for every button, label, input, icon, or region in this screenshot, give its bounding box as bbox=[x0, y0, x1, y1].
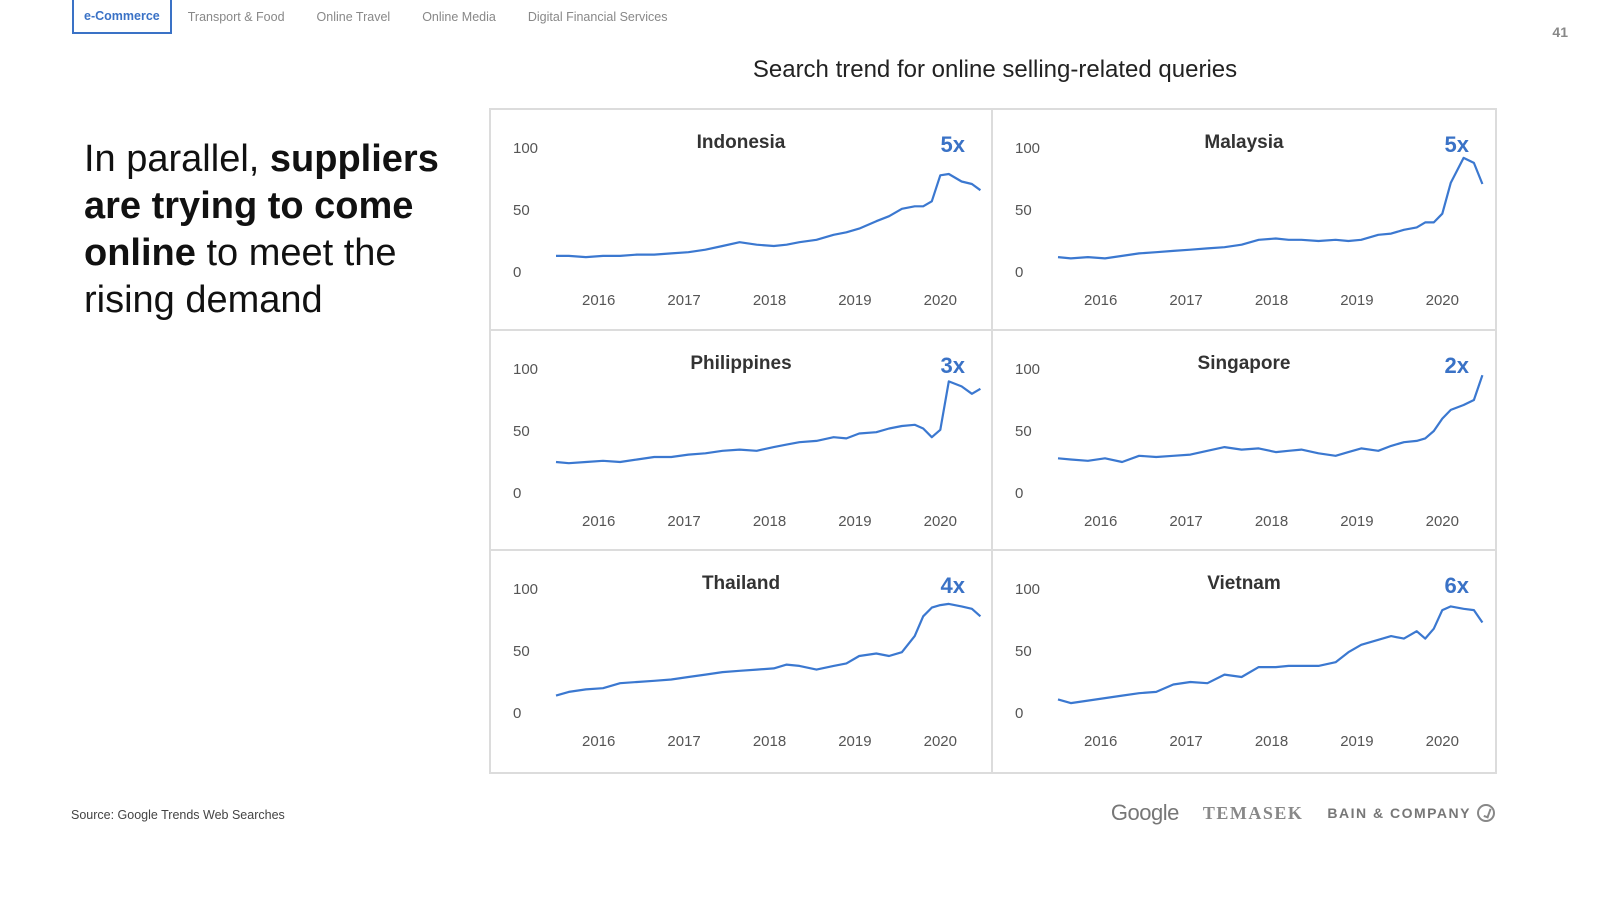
x-tick-label: 2016 bbox=[1084, 513, 1117, 530]
y-tick-label: 0 bbox=[513, 705, 521, 722]
headline: In parallel, suppliers are trying to com… bbox=[84, 136, 484, 324]
series-line-malaysia bbox=[1057, 156, 1484, 260]
y-tick-label: 0 bbox=[1015, 264, 1023, 281]
x-tick-label: 2018 bbox=[753, 733, 786, 750]
y-tick-label: 50 bbox=[513, 423, 530, 440]
panel-title: Philippines bbox=[690, 352, 792, 374]
line-chart: 0 50 100 2016 2017 2018 2019 2020 bbox=[1015, 140, 1484, 309]
chart-panel-vietnam: Vietnam 6x 0 50 100 2016 2017 2018 2019 2020 bbox=[993, 551, 1495, 772]
x-tick-label: 2019 bbox=[1340, 733, 1373, 750]
x-tick-label: 2020 bbox=[1426, 292, 1459, 309]
y-tick-label: 100 bbox=[513, 581, 538, 598]
y-tick-label: 50 bbox=[1015, 423, 1032, 440]
chart-panel-thailand: Thailand 4x 0 50 100 2016 2017 2018 2019 2020 bbox=[491, 551, 993, 772]
bain-mark-icon bbox=[1477, 804, 1495, 822]
tab-bar: e-Commerce Transport & Food Online Travel O… bbox=[72, 0, 684, 34]
x-tick-label: 2017 bbox=[667, 733, 700, 750]
y-tick-label: 50 bbox=[513, 643, 530, 660]
y-tick-label: 100 bbox=[1015, 140, 1040, 157]
google-logo: Google bbox=[1110, 800, 1179, 825]
y-tick-label: 100 bbox=[1015, 581, 1040, 598]
chart-title: Search trend for online selling-related … bbox=[752, 56, 1238, 83]
y-tick-label: 50 bbox=[513, 202, 530, 219]
x-tick-label: 2018 bbox=[753, 513, 786, 530]
temasek-logo: TEMASEK bbox=[1202, 802, 1304, 823]
panel-title: Indonesia bbox=[696, 132, 786, 153]
x-tick-label: 2017 bbox=[667, 513, 700, 530]
tab-online-media[interactable]: Online Media bbox=[422, 10, 496, 24]
x-tick-label: 2016 bbox=[582, 513, 615, 530]
headline-text-1: In parallel, bbox=[84, 138, 270, 180]
panel-title: Malaysia bbox=[1204, 132, 1284, 153]
x-tick-label: 2019 bbox=[838, 292, 871, 309]
x-tick-label: 2017 bbox=[1169, 513, 1202, 530]
y-tick-label: 0 bbox=[513, 264, 521, 281]
chart-grid: Indonesia 5x 0 50 100 2016 2017 2018 2019 2020 Mal… bbox=[489, 108, 1497, 774]
y-tick-label: 0 bbox=[1015, 705, 1023, 722]
x-tick-label: 2018 bbox=[753, 292, 786, 309]
logo-bar: Google TEMASEK BAIN & COMPANY bbox=[1111, 800, 1495, 826]
x-tick-label: 2020 bbox=[1426, 513, 1459, 530]
bain-logo: BAIN & COMPANY bbox=[1327, 804, 1495, 822]
chart-panel-philippines: Philippines 3x 0 50 100 2016 2017 2018 2019 2020 bbox=[491, 330, 993, 552]
line-chart: 0 50 100 2016 2017 2018 2019 2020 bbox=[513, 581, 982, 750]
x-tick-label: 2020 bbox=[924, 292, 957, 309]
tab-e-commerce[interactable]: e-Commerce bbox=[72, 0, 172, 34]
x-tick-label: 2016 bbox=[1084, 292, 1117, 309]
x-tick-label: 2020 bbox=[924, 513, 957, 530]
x-tick-label: 2017 bbox=[667, 292, 700, 309]
page-number: 41 bbox=[1552, 24, 1568, 40]
headline-bold: suppliers are trying to come online bbox=[84, 138, 439, 274]
x-tick-label: 2020 bbox=[924, 733, 957, 750]
series-line-singapore bbox=[1057, 374, 1484, 463]
y-tick-label: 0 bbox=[513, 485, 521, 502]
x-tick-label: 2018 bbox=[1255, 733, 1288, 750]
x-tick-label: 2019 bbox=[1340, 292, 1373, 309]
series-line-indonesia bbox=[556, 172, 982, 259]
source-note: Source: Google Trends Web Searches bbox=[71, 808, 285, 822]
x-tick-label: 2016 bbox=[1084, 733, 1117, 750]
x-tick-label: 2016 bbox=[582, 292, 615, 309]
line-chart: 0 50 100 2016 2017 2018 2019 2020 bbox=[1015, 581, 1484, 750]
x-tick-label: 2019 bbox=[838, 513, 871, 530]
panel-title: Thailand bbox=[701, 573, 781, 595]
x-tick-label: 2019 bbox=[1340, 513, 1373, 530]
growth-multiplier: 2x bbox=[1444, 352, 1469, 378]
y-tick-label: 0 bbox=[1015, 485, 1023, 502]
tab-digital-financial-services[interactable]: Digital Financial Services bbox=[527, 10, 668, 24]
bain-logo-text: BAIN & COMPANY bbox=[1327, 805, 1471, 821]
series-line-thailand bbox=[555, 603, 982, 697]
panel-title: Singapore bbox=[1197, 352, 1291, 374]
y-tick-label: 100 bbox=[1015, 361, 1040, 378]
chart-panel-singapore: Singapore 2x 0 50 100 2016 2017 2018 2019 2020 bbox=[993, 331, 1495, 552]
growth-multiplier: 3x bbox=[940, 352, 965, 378]
panel-title: Vietnam bbox=[1207, 573, 1281, 595]
chart-panel-indonesia: Indonesia 5x 0 50 100 2016 2017 2018 2019 2020 bbox=[491, 110, 993, 331]
x-tick-label: 2017 bbox=[1169, 292, 1202, 309]
growth-multiplier: 6x bbox=[1444, 573, 1469, 599]
y-tick-label: 100 bbox=[513, 140, 538, 157]
x-tick-label: 2020 bbox=[1426, 733, 1459, 750]
growth-multiplier: 5x bbox=[1444, 132, 1469, 157]
chart-panel-malaysia: Malaysia 5x 0 50 100 2016 2017 2018 2019 2020 bbox=[993, 110, 1495, 331]
headline-text-2: to meet the rising demand bbox=[84, 232, 397, 321]
series-line-vietnam bbox=[1057, 605, 1484, 705]
y-tick-label: 50 bbox=[1015, 643, 1032, 660]
x-tick-label: 2018 bbox=[1255, 513, 1288, 530]
tab-transport-food[interactable]: Transport & Food bbox=[187, 10, 285, 24]
line-chart: 0 50 100 2016 2017 2018 2019 2020 bbox=[1015, 361, 1484, 530]
x-tick-label: 2016 bbox=[582, 733, 615, 750]
growth-multiplier: 4x bbox=[940, 573, 965, 599]
y-tick-label: 100 bbox=[513, 361, 538, 378]
x-tick-label: 2017 bbox=[1169, 733, 1202, 750]
series-line-philippines bbox=[555, 379, 981, 464]
tab-online-travel[interactable]: Online Travel bbox=[316, 10, 391, 24]
line-chart: 0 50 100 2016 2017 2018 2019 2020 bbox=[513, 361, 981, 530]
x-tick-label: 2019 bbox=[838, 733, 871, 750]
y-tick-label: 50 bbox=[1015, 202, 1032, 219]
growth-multiplier: 5x bbox=[940, 132, 965, 157]
x-tick-label: 2018 bbox=[1255, 292, 1288, 309]
line-chart: 0 50 100 2016 2017 2018 2019 2020 bbox=[513, 140, 982, 309]
